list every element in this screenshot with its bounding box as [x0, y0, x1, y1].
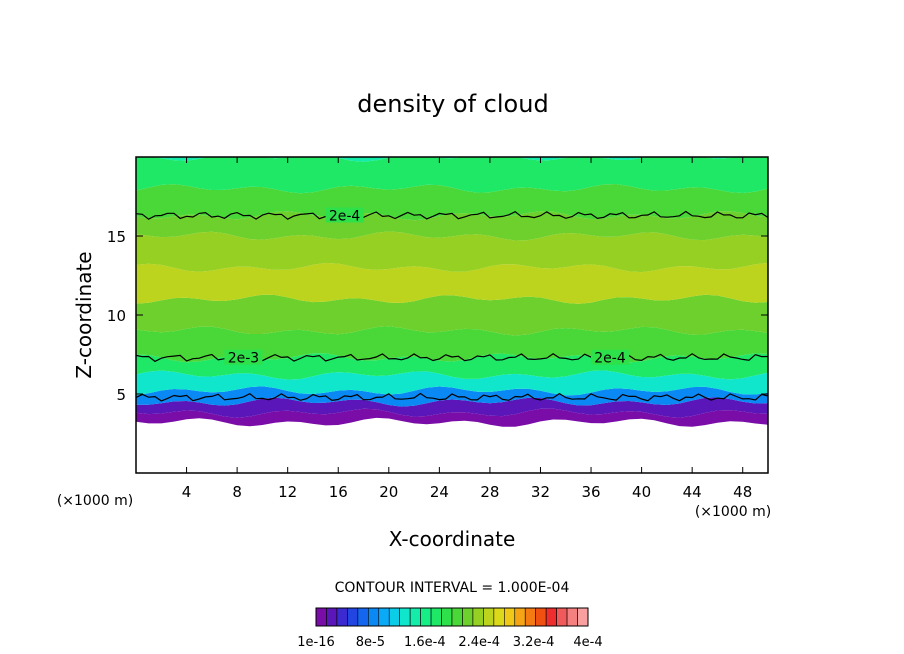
x-unit-label-right: (×1000 m) [695, 504, 771, 520]
colorbar-cell [556, 607, 568, 627]
colorbar-cell [472, 607, 484, 627]
x-tick-label: 36 [581, 483, 600, 501]
colorbar-cell [368, 607, 380, 627]
contour-label-bg [325, 207, 364, 223]
colorbar-cell [336, 607, 348, 627]
colorbar-cell [399, 607, 411, 627]
colorbar-cell [566, 607, 578, 627]
colorbar-cell [347, 607, 359, 627]
x-tick-label: 20 [379, 483, 398, 501]
contour-label-bg [224, 349, 263, 365]
contour-band [136, 397, 768, 418]
colorbar-tick-labels: 1e-16 8e-5 1.6e-4 2.4e-4 3.2e-4 4e-4 [297, 635, 602, 650]
colorbar-cell [462, 607, 474, 627]
colorbar-cell [483, 607, 495, 627]
colorbar-cell [315, 607, 327, 627]
x-tick-label: 44 [683, 483, 702, 501]
contour-interval-text: CONTOUR INTERVAL = 1.000E-04 [335, 580, 570, 596]
colorbar-cell [441, 607, 453, 627]
y-tick-label: 10 [107, 307, 126, 325]
contour-band [136, 408, 768, 427]
x-tick-label: 24 [430, 483, 449, 501]
contour-line [136, 210, 768, 220]
x-tick-label: 16 [329, 483, 348, 501]
colorbar-cell [504, 607, 516, 627]
colorbar-cell [388, 607, 400, 627]
x-tick-label: 40 [632, 483, 651, 501]
colorbar [315, 607, 589, 627]
contour-band [136, 231, 768, 273]
filled-contour-bands [136, 157, 768, 427]
colorbar-tick-label: 8e-5 [356, 635, 385, 650]
x-unit-label-left: (×1000 m) [57, 493, 133, 509]
colorbar-cell [430, 607, 442, 627]
contour-band [136, 157, 768, 162]
colorbar-cell [535, 607, 547, 627]
y-axis-label: Z-coordinate [72, 251, 96, 378]
colorbar-cell [326, 607, 338, 627]
colorbar-tick-label: 3.2e-4 [513, 635, 555, 650]
x-tick-label: 32 [531, 483, 550, 501]
colorbar-cell [409, 607, 421, 627]
x-axis-label: X-coordinate [389, 527, 516, 551]
colorbar-cell [545, 607, 557, 627]
x-tick-label: 12 [278, 483, 297, 501]
colorbar-cell [524, 607, 536, 627]
colorbar-cell [451, 607, 463, 627]
contour-band [136, 262, 768, 304]
contour-band [136, 294, 768, 336]
colorbar-tick-label: 2.4e-4 [458, 635, 500, 650]
x-tick-label: 28 [480, 483, 499, 501]
x-tick-label: 4 [182, 483, 192, 501]
colorbar-cell [420, 607, 432, 627]
contour-label: 2e-3 [228, 351, 259, 367]
colorbar-tick-label: 1.6e-4 [404, 635, 446, 650]
y-axis-ticks: 5 10 15 [107, 228, 768, 404]
contour-band [136, 184, 768, 221]
x-axis-ticks: 4 8 12 16 20 24 28 32 36 40 44 48 [182, 157, 752, 501]
colorbar-cell [357, 607, 369, 627]
contour-label-bg [591, 349, 629, 365]
contour-band [136, 157, 768, 194]
colorbar-cell [514, 607, 526, 627]
chart-title: density of cloud [357, 90, 548, 118]
contour-line [136, 392, 768, 402]
contour-band [136, 370, 768, 396]
contour-label: 2e-4 [329, 208, 361, 224]
contour-labels: 2e-4 2e-3 2e-4 [224, 207, 629, 367]
y-tick-label: 5 [116, 386, 126, 404]
colorbar-cell [577, 607, 589, 627]
contour-label: 2e-4 [594, 351, 626, 367]
y-tick-label: 15 [107, 228, 126, 246]
colorbar-tick-label: 1e-16 [297, 635, 335, 650]
contour-band [136, 211, 768, 241]
colorbar-frame [315, 607, 589, 627]
colorbar-cell [378, 607, 390, 627]
colorbar-cell [493, 607, 505, 627]
x-tick-label: 8 [232, 483, 242, 501]
x-tick-label: 48 [733, 483, 752, 501]
contour-band [136, 386, 768, 407]
colorbar-tick-label: 4e-4 [573, 635, 602, 650]
